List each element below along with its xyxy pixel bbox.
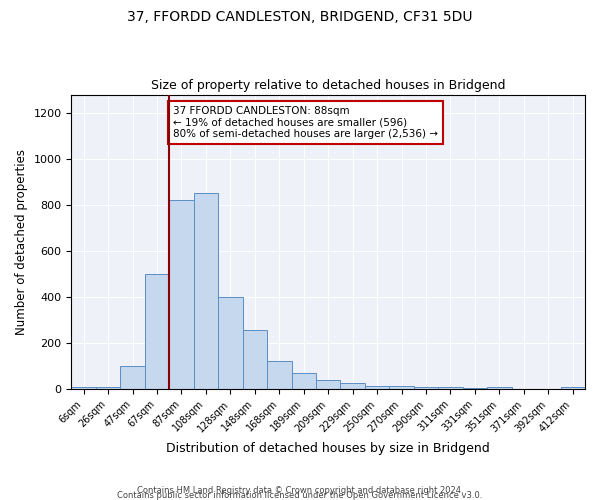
Bar [292,374,316,389]
Bar [267,362,292,389]
Title: Size of property relative to detached houses in Bridgend: Size of property relative to detached ho… [151,79,505,92]
Bar [463,388,487,389]
Bar [242,330,267,389]
X-axis label: Distribution of detached houses by size in Bridgend: Distribution of detached houses by size … [166,442,490,455]
Bar [414,388,438,389]
Bar [316,380,340,389]
Bar [438,388,463,389]
Text: 37 FFORDD CANDLESTON: 88sqm
← 19% of detached houses are smaller (596)
80% of se: 37 FFORDD CANDLESTON: 88sqm ← 19% of det… [173,106,438,140]
Bar [169,200,194,389]
Text: 37, FFORDD CANDLESTON, BRIDGEND, CF31 5DU: 37, FFORDD CANDLESTON, BRIDGEND, CF31 5D… [127,10,473,24]
Bar [218,297,242,389]
Bar [96,386,121,389]
Text: Contains public sector information licensed under the Open Government Licence v3: Contains public sector information licen… [118,491,482,500]
Y-axis label: Number of detached properties: Number of detached properties [15,149,28,335]
Bar [340,384,365,389]
Bar [560,388,585,389]
Bar [121,366,145,389]
Bar [487,388,512,389]
Bar [71,387,96,389]
Bar [365,386,389,389]
Bar [194,194,218,389]
Text: Contains HM Land Registry data © Crown copyright and database right 2024.: Contains HM Land Registry data © Crown c… [137,486,463,495]
Bar [389,386,414,389]
Bar [145,274,169,389]
